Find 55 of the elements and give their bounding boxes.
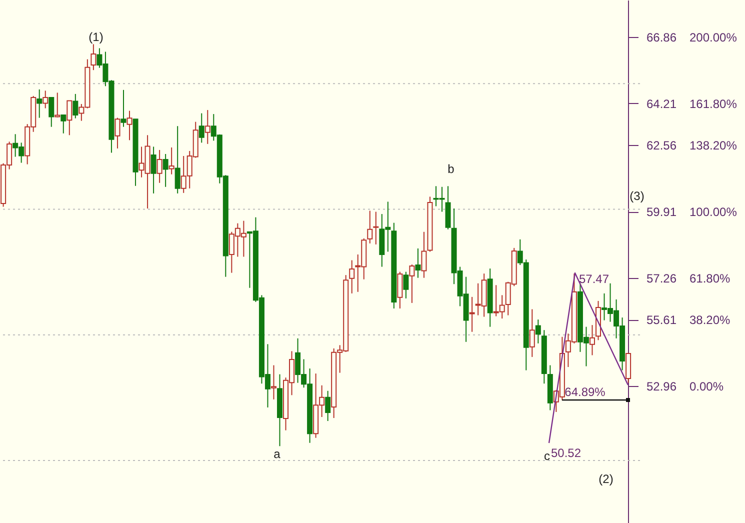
candlestick (415, 248, 421, 278)
candlestick (529, 308, 535, 358)
candlestick (204, 110, 210, 144)
y2-tick-label: 61.80% (690, 272, 731, 286)
annotation: a (274, 447, 280, 461)
y-tick-label: 64.21 (646, 96, 677, 111)
annotation: (2) (598, 472, 614, 486)
y-tick-label: 52.96 (646, 380, 677, 394)
candlestick (469, 296, 475, 332)
candlestick (397, 271, 403, 309)
candlestick (156, 149, 162, 184)
y2-tick-label: 100.00% (690, 205, 738, 220)
candlestick (409, 264, 415, 304)
candlestick (150, 146, 156, 194)
candlestick (90, 44, 96, 71)
candlestick (367, 210, 373, 244)
y-tick-label: 66.86 (646, 30, 677, 44)
candlestick (72, 93, 78, 119)
candlestick (198, 112, 204, 144)
candlestick (114, 117, 120, 149)
candlestick (36, 88, 42, 118)
annotation: b (448, 162, 454, 176)
y-tick-label: 59.91 (646, 205, 677, 220)
y2-tick-label: 200.00% (690, 30, 738, 44)
candlestick (325, 390, 331, 422)
candlestick (126, 110, 132, 141)
candlestick (373, 211, 379, 245)
y-tick-label: 62.56 (646, 138, 677, 152)
annotation: (3) (630, 189, 644, 203)
candlestick (54, 92, 60, 118)
candlestick (60, 114, 66, 134)
candlestick (66, 100, 72, 136)
candlestick (270, 364, 276, 400)
y2-tick-label: 161.80% (690, 97, 738, 112)
annotation: c (544, 449, 550, 463)
annotation: 64.89% (564, 385, 606, 399)
candlestick (48, 96, 54, 128)
y-tick-label: 55.61 (646, 313, 677, 328)
candlestick (589, 324, 595, 356)
annotation: 50.52 (550, 446, 582, 460)
y2-tick-label: 38.20% (690, 312, 731, 327)
candlestick (162, 153, 168, 188)
annotation: 57.47 (578, 272, 610, 286)
candlestick (421, 231, 427, 278)
candlestick (174, 126, 180, 194)
y2-tick-label: 0.00% (690, 380, 724, 394)
candlestick (403, 271, 409, 299)
y-tick-label: 57.26 (646, 272, 677, 286)
candlestick (535, 319, 541, 344)
annotation: (1) (88, 30, 104, 44)
candlestick (42, 90, 48, 109)
candlestick (168, 146, 174, 175)
y2-tick-label: 138.20% (690, 138, 738, 152)
candlestick (120, 89, 126, 128)
candlestick (349, 260, 355, 294)
